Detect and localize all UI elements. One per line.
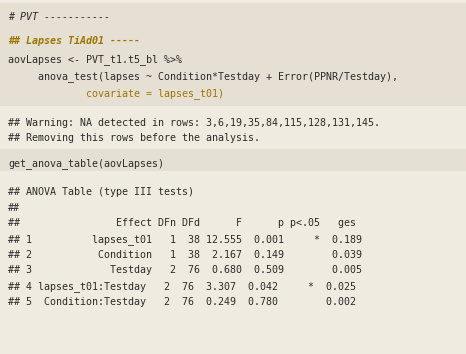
Text: ## ANOVA Table (type III tests): ## ANOVA Table (type III tests): [8, 187, 194, 197]
Text: covariate = lapses_t01): covariate = lapses_t01): [8, 88, 224, 99]
Text: get_anova_table(aovLapses): get_anova_table(aovLapses): [8, 158, 164, 169]
Text: ## 1          lapses_t01   1  38 12.555  0.001     *  0.189: ## 1 lapses_t01 1 38 12.555 0.001 * 0.18…: [8, 234, 362, 245]
Text: ## 4 lapses_t01:Testday   2  76  3.307  0.042     *  0.025: ## 4 lapses_t01:Testday 2 76 3.307 0.042…: [8, 281, 356, 292]
Text: ## 5  Condition:Testday   2  76  0.249  0.780        0.002: ## 5 Condition:Testday 2 76 0.249 0.780 …: [8, 297, 356, 307]
Text: ## 2           Condition   1  38  2.167  0.149        0.039: ## 2 Condition 1 38 2.167 0.149 0.039: [8, 250, 362, 260]
Text: ## 3             Testday   2  76  0.680  0.509        0.005: ## 3 Testday 2 76 0.680 0.509 0.005: [8, 265, 362, 275]
Text: ## Warning: NA detected in rows: 3,6,19,35,84,115,128,131,145.: ## Warning: NA detected in rows: 3,6,19,…: [8, 118, 380, 128]
Text: ## Removing this rows before the analysis.: ## Removing this rows before the analysi…: [8, 133, 260, 143]
Text: # PVT -----------: # PVT -----------: [8, 12, 110, 22]
Text: ## Lapses TiAd01 -----: ## Lapses TiAd01 -----: [8, 36, 140, 46]
Text: ##: ##: [8, 203, 20, 213]
Text: ##                Effect DFn DFd      F      p p<.05   ges: ## Effect DFn DFd F p p<.05 ges: [8, 218, 356, 228]
Text: anova_test(lapses ~ Condition*Testday + Error(PPNR/Testday),: anova_test(lapses ~ Condition*Testday + …: [8, 71, 398, 82]
Bar: [0, 149, 466, 171]
Bar: [0, 3, 466, 106]
Text: aovLapses <- PVT_t1.t5_bl %>%: aovLapses <- PVT_t1.t5_bl %>%: [8, 54, 182, 65]
